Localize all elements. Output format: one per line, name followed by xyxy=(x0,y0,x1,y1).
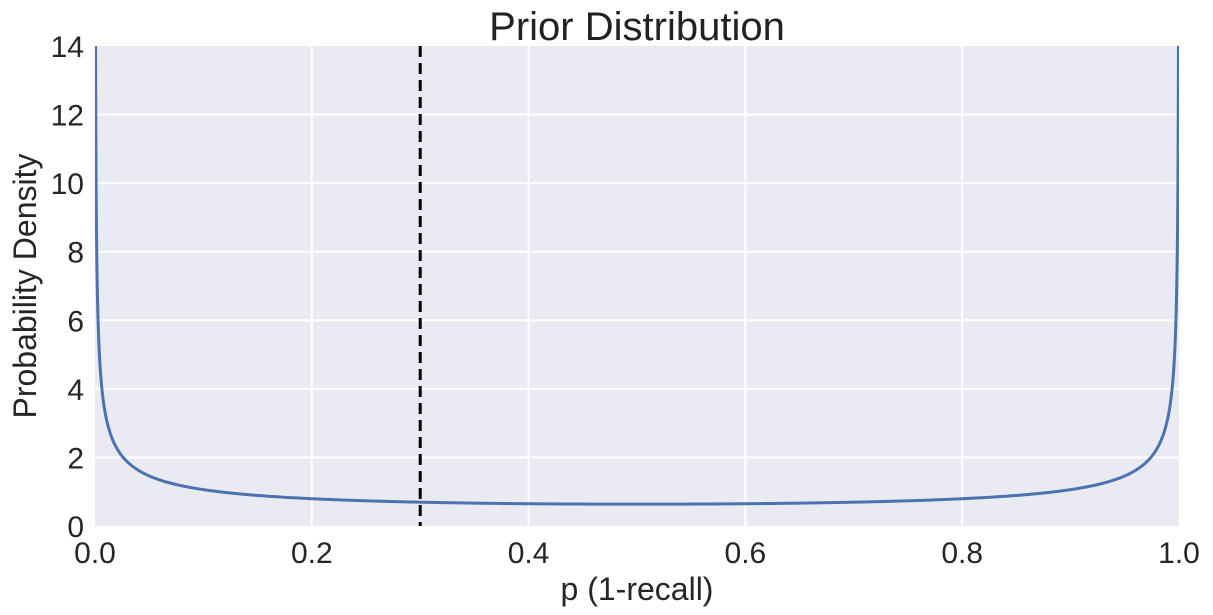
y-tick-label: 14 xyxy=(51,31,84,64)
y-tick-label: 10 xyxy=(51,168,84,201)
y-tick-label: 6 xyxy=(67,305,84,338)
x-tick-label: 0.6 xyxy=(725,537,767,570)
series-layer xyxy=(95,46,1179,506)
y-tick-labels: 0 2 4 6 8 10 12 14 xyxy=(51,31,84,544)
x-tick-labels: 0.0 0.2 0.4 0.6 0.8 1.0 xyxy=(74,537,1200,570)
gridlines xyxy=(95,46,1179,526)
x-tick-label: 1.0 xyxy=(1158,537,1200,570)
y-tick-label: 0 xyxy=(67,511,84,544)
y-tick-label: 2 xyxy=(67,442,84,475)
x-tick-label: 0.2 xyxy=(291,537,333,570)
x-axis-label: p (1-recall) xyxy=(561,571,714,607)
x-tick-label: 0.0 xyxy=(74,537,116,570)
density-curve xyxy=(95,46,1179,506)
x-tick-label: 0.8 xyxy=(941,537,983,570)
y-tick-label: 4 xyxy=(67,374,84,407)
plot-background xyxy=(95,46,1179,526)
chart-title: Prior Distribution xyxy=(489,5,785,49)
y-axis-label: Probability Density xyxy=(7,154,43,419)
x-tick-label: 0.4 xyxy=(508,537,550,570)
y-tick-label: 12 xyxy=(51,100,84,133)
y-tick-label: 8 xyxy=(67,237,84,270)
